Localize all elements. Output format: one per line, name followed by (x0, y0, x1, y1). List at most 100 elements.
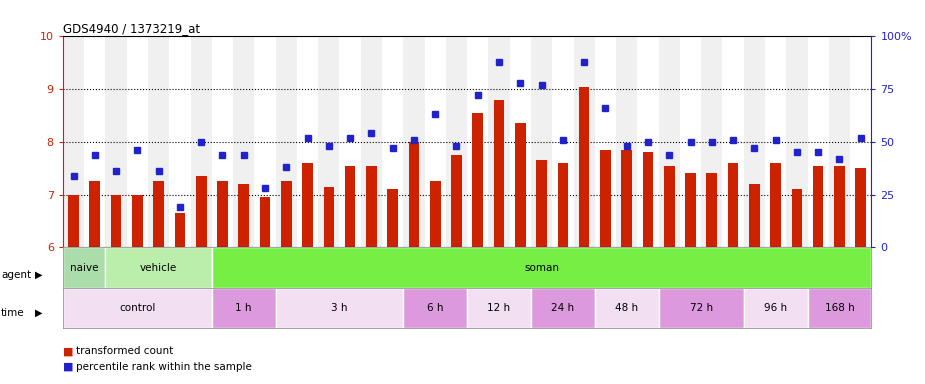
Text: 12 h: 12 h (487, 303, 511, 313)
Bar (637, 36, 659, 247)
Text: 1 h: 1 h (236, 303, 252, 313)
Text: 96 h: 96 h (764, 303, 787, 313)
Bar (467, 288, 531, 328)
Bar (409, 142, 419, 247)
Bar (834, 166, 845, 247)
Bar (196, 176, 206, 247)
Bar (616, 36, 637, 247)
Bar (808, 288, 871, 328)
Bar (451, 155, 462, 247)
Bar (382, 36, 403, 247)
Bar (212, 36, 233, 247)
Bar (515, 123, 525, 247)
Bar (212, 288, 276, 328)
Bar (318, 36, 339, 247)
Bar (659, 36, 680, 247)
Bar (622, 150, 632, 247)
Bar (595, 288, 659, 328)
Bar (473, 113, 483, 247)
Text: percentile rank within the sample: percentile rank within the sample (76, 362, 252, 372)
Bar (254, 36, 276, 247)
Bar (63, 36, 84, 247)
Bar (467, 36, 488, 247)
Bar (63, 247, 105, 288)
Bar (212, 247, 871, 288)
Bar (829, 36, 850, 247)
Bar (510, 36, 531, 247)
Bar (531, 288, 595, 328)
Bar (132, 195, 142, 247)
Bar (324, 187, 334, 247)
Bar (707, 174, 717, 247)
Bar (792, 189, 802, 247)
Bar (552, 36, 574, 247)
Bar (850, 36, 871, 247)
Bar (276, 288, 403, 328)
Text: 168 h: 168 h (824, 303, 855, 313)
Bar (302, 163, 313, 247)
Bar (233, 36, 254, 247)
Text: naive: naive (70, 263, 98, 273)
Bar (531, 36, 552, 247)
Bar (813, 166, 823, 247)
Text: ■: ■ (63, 362, 73, 372)
Bar (403, 36, 425, 247)
Bar (281, 181, 291, 247)
Text: 6 h: 6 h (427, 303, 443, 313)
Bar (366, 166, 376, 247)
Bar (749, 184, 759, 247)
Bar (685, 174, 696, 247)
Bar (111, 195, 121, 247)
Bar (728, 163, 738, 247)
Bar (63, 288, 212, 328)
Bar (105, 247, 212, 288)
Bar (574, 36, 595, 247)
Bar (765, 36, 786, 247)
Text: GDS4940 / 1373219_at: GDS4940 / 1373219_at (63, 22, 200, 35)
Text: 3 h: 3 h (331, 303, 348, 313)
Bar (339, 36, 361, 247)
Bar (558, 163, 568, 247)
Bar (856, 168, 866, 247)
Bar (425, 36, 446, 247)
Bar (659, 288, 744, 328)
Text: ▶: ▶ (35, 308, 43, 318)
Bar (536, 160, 547, 247)
Bar (446, 36, 467, 247)
Bar (430, 181, 440, 247)
Bar (403, 288, 467, 328)
Bar (388, 189, 398, 247)
Bar (680, 36, 701, 247)
Bar (169, 36, 191, 247)
Bar (345, 166, 355, 247)
Text: ▶: ▶ (35, 270, 43, 280)
Bar (744, 288, 808, 328)
Bar (105, 36, 127, 247)
Text: time: time (1, 308, 25, 318)
Bar (600, 150, 610, 247)
Bar (361, 36, 382, 247)
Text: control: control (119, 303, 155, 313)
Bar (786, 36, 808, 247)
Text: vehicle: vehicle (140, 263, 178, 273)
Bar (148, 36, 169, 247)
Bar (494, 100, 504, 247)
Bar (260, 197, 270, 247)
Bar (722, 36, 744, 247)
Bar (191, 36, 212, 247)
Bar (154, 181, 164, 247)
Text: 24 h: 24 h (551, 303, 574, 313)
Bar (579, 86, 589, 247)
Text: agent: agent (1, 270, 31, 280)
Bar (808, 36, 829, 247)
Bar (488, 36, 510, 247)
Bar (175, 213, 185, 247)
Bar (127, 36, 148, 247)
Bar (68, 195, 79, 247)
Text: ■: ■ (63, 346, 73, 356)
Text: transformed count: transformed count (76, 346, 173, 356)
Bar (239, 184, 249, 247)
Text: 48 h: 48 h (615, 303, 638, 313)
Bar (643, 152, 653, 247)
Bar (595, 36, 616, 247)
